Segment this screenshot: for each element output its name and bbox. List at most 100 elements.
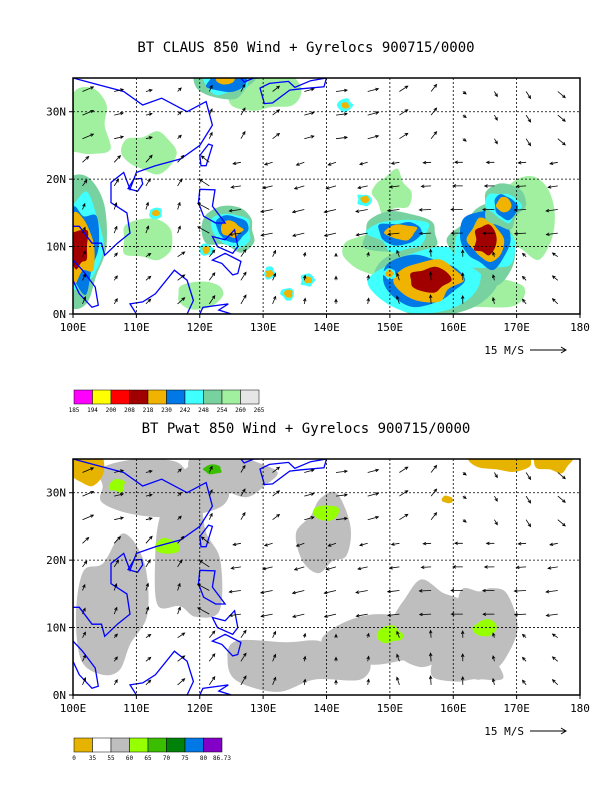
colorbar-swatch	[240, 389, 260, 405]
wind-arrow	[429, 629, 433, 638]
coastline	[197, 569, 227, 605]
x-tick-label: 160E	[440, 321, 467, 334]
wind-arrow	[145, 225, 150, 234]
wind-arrow	[145, 535, 153, 544]
colorbar-swatch	[92, 737, 112, 753]
wind-arrow	[230, 185, 241, 189]
cloud-system	[495, 196, 512, 213]
x-tick-label: 100E	[60, 321, 87, 334]
wind-arrow	[291, 613, 305, 618]
wind-arrow	[418, 231, 432, 236]
shading-layer	[73, 459, 574, 692]
colorbar-level-label: 75	[181, 755, 189, 762]
colorbar-level-label: 242	[180, 407, 191, 414]
wind-vectors	[82, 464, 566, 686]
wind-arrow	[272, 132, 281, 140]
wind-arrow	[232, 161, 241, 165]
wind-arrow	[366, 274, 370, 281]
wind-arrow	[114, 516, 125, 521]
wind-arrow	[386, 208, 400, 213]
wind-arrow	[291, 590, 305, 595]
wind-arrow	[494, 519, 498, 526]
wind-arrow	[145, 606, 150, 615]
wind-arrow	[450, 612, 463, 616]
wind-arrow	[366, 251, 370, 257]
wind-arrow	[114, 135, 125, 140]
wind-arrow	[551, 656, 559, 662]
wind-arrow	[462, 90, 467, 95]
wind-arrow	[355, 613, 368, 618]
panel-top: 100E 110E 120E 130E 140E 150E 160E 170E 180 0N 10N…	[46, 77, 590, 414]
colorbar-swatch	[129, 737, 149, 753]
wind-arrow	[291, 209, 305, 214]
wind-arrow	[145, 201, 149, 210]
wind-arrow	[177, 154, 185, 163]
wind-arrow	[462, 138, 467, 142]
wind-arrow	[272, 630, 276, 638]
wind-arrow	[334, 298, 338, 304]
wind-arrow	[177, 87, 182, 92]
cloud-system	[215, 78, 235, 85]
wind-arrow	[177, 110, 182, 116]
wind-arrow	[367, 515, 380, 521]
coastline	[210, 252, 242, 276]
x-tick-label: 110E	[123, 321, 150, 334]
wind-arrow	[177, 251, 186, 258]
wind-arrow	[240, 107, 246, 116]
wind-arrow	[145, 252, 152, 258]
pwat-moist	[472, 619, 497, 637]
wind-arrow	[261, 566, 273, 571]
wind-arrow	[145, 633, 152, 639]
wind-arrow	[208, 676, 216, 686]
wind-arrow	[323, 590, 337, 595]
x-tick-label: 180	[570, 321, 590, 334]
wind-arrow	[547, 185, 558, 189]
wind-arrow	[272, 272, 277, 281]
x-tick-label: 110E	[123, 702, 150, 715]
wind-arrow	[557, 495, 566, 503]
wind-arrow	[430, 511, 438, 520]
wind-arrow	[240, 130, 246, 139]
cloud-system	[205, 78, 248, 93]
vector-key-label: 15 M/S	[484, 344, 524, 357]
wind-arrow	[418, 589, 432, 593]
colorbar-swatch	[166, 737, 186, 753]
wind-arrow	[145, 469, 153, 474]
wind-arrow	[177, 225, 181, 234]
x-tick-label: 120E	[187, 321, 214, 334]
wind-arrow	[240, 248, 247, 257]
wind-arrow	[263, 542, 273, 547]
wind-arrow	[359, 542, 368, 547]
wind-arrow	[545, 208, 558, 213]
wind-arrow	[492, 632, 496, 638]
colorbar-swatch	[147, 389, 167, 405]
wind-arrow	[367, 134, 380, 140]
wind-arrow	[428, 652, 433, 662]
colorbar-level-label: 254	[217, 407, 228, 414]
wind-arrow	[113, 679, 118, 686]
wind-arrow	[82, 86, 95, 92]
wind-arrow	[525, 91, 532, 100]
colorbar-level-label: 80	[200, 755, 208, 762]
colorbar-level-label: 0	[72, 755, 76, 762]
wind-arrow	[208, 272, 216, 281]
wind-arrow	[420, 565, 432, 569]
wind-arrow	[525, 138, 532, 147]
wind-arrow	[82, 155, 90, 163]
colorbar-level-label: 185	[69, 407, 80, 414]
wind-arrow	[272, 85, 281, 92]
coastline	[73, 640, 100, 690]
y-tick-label: 20N	[46, 554, 66, 567]
wind-arrow	[366, 297, 370, 304]
colorbar-swatch	[184, 737, 204, 753]
colorbar-swatch	[203, 737, 223, 753]
wind-arrow	[390, 161, 400, 165]
vector-key-label: 15 M/S	[484, 725, 524, 738]
wind-arrow	[491, 296, 496, 304]
wind-arrow	[551, 633, 559, 639]
wind-arrow	[240, 271, 247, 281]
coastline	[199, 303, 232, 314]
wind-arrow	[145, 493, 153, 497]
colorbar-level-label: 265	[254, 407, 265, 414]
wind-arrow	[113, 583, 118, 591]
